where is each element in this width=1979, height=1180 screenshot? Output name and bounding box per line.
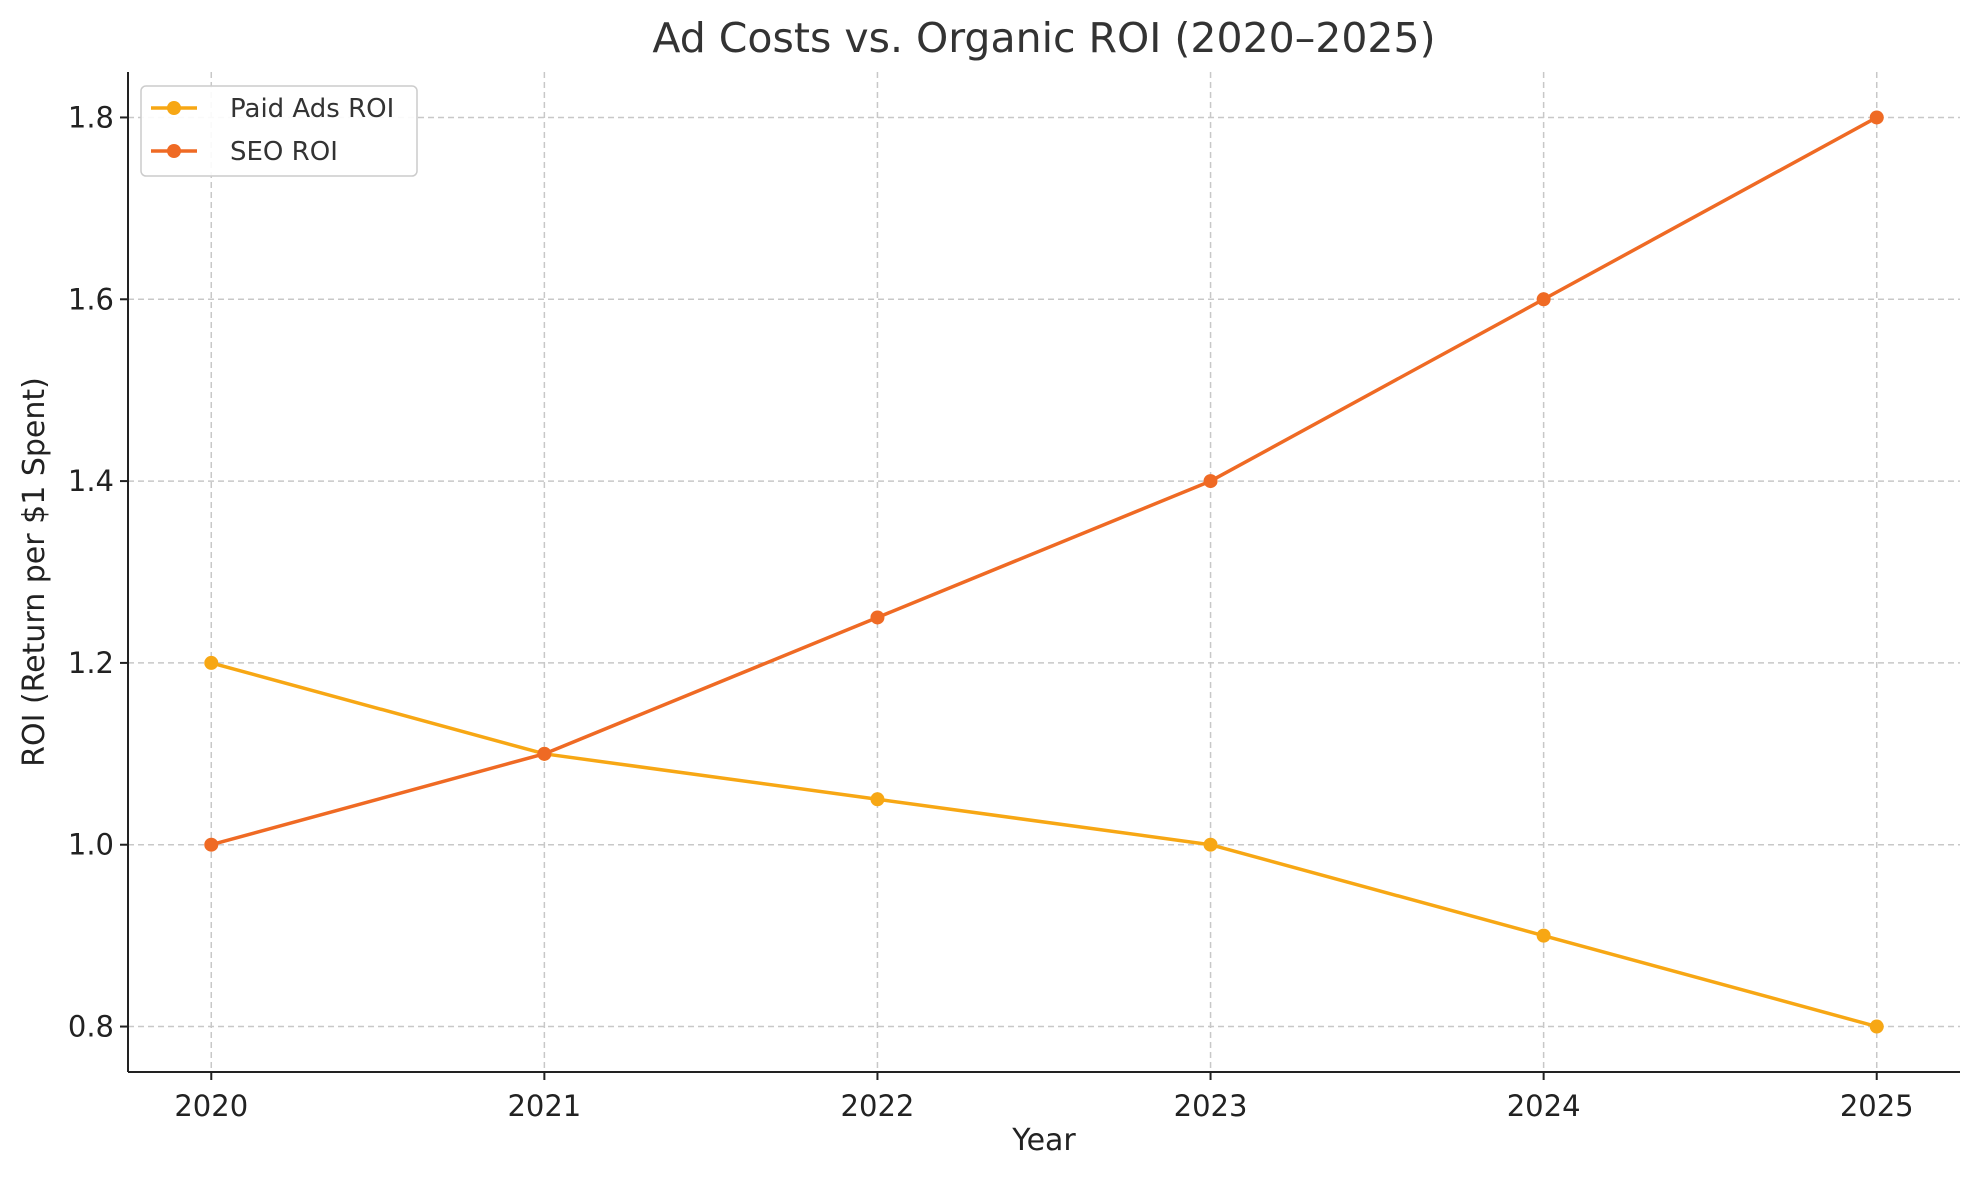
- x-tick-label: 2020: [174, 1089, 248, 1123]
- y-tick-label: 1.0: [68, 828, 114, 862]
- y-tick-label: 0.8: [68, 1010, 114, 1044]
- series-seo-roi: [204, 110, 1884, 852]
- series-line-seo-roi: [210, 115, 1878, 847]
- x-tick-label: 2025: [1840, 1089, 1914, 1123]
- legend-box: [140, 85, 418, 177]
- data-point-seo-roi-2024: [1536, 292, 1551, 307]
- legend-marker-paid-ads-roi: [167, 101, 181, 115]
- series-line-paid-ads-roi: [210, 661, 1878, 1029]
- data-point-seo-roi-2022: [870, 610, 885, 625]
- legend-label-paid-ads-roi: Paid Ads ROI: [230, 94, 394, 124]
- axes: [120, 72, 1960, 1080]
- x-tick-label: 2021: [507, 1089, 581, 1123]
- y-axis-label: ROI (Return per $1 Spent): [17, 377, 52, 767]
- data-point-seo-roi-2025: [1869, 110, 1884, 125]
- legend-label-seo-roi: SEO ROI: [230, 137, 338, 167]
- data-point-paid-ads-roi-2023: [1203, 837, 1218, 852]
- x-tick-label: 2022: [841, 1089, 915, 1123]
- chart-title: Ad Costs vs. Organic ROI (2020–2025): [652, 14, 1435, 62]
- x-axis-label: Year: [1011, 1123, 1076, 1158]
- y-tick-label: 1.4: [68, 464, 114, 498]
- data-point-paid-ads-roi-2025: [1869, 1019, 1884, 1034]
- y-tick-label: 1.8: [68, 100, 114, 134]
- data-point-paid-ads-roi-2020: [204, 655, 219, 670]
- x-tick-label: 2023: [1174, 1089, 1248, 1123]
- y-tick-label: 1.2: [68, 646, 114, 680]
- legend: Paid Ads ROI SEO ROI: [140, 85, 418, 177]
- y-tick-label: 1.6: [68, 282, 114, 316]
- data-point-paid-ads-roi-2024: [1536, 928, 1551, 943]
- x-tick-label: 2024: [1507, 1089, 1581, 1123]
- data-point-seo-roi-2021: [537, 746, 552, 761]
- tick-labels: 2020 2021 2022 2023 2024 2025 0.8 1.0 1.2 1.4 1.6 1…: [68, 100, 1914, 1123]
- data-point-seo-roi-2020: [204, 837, 219, 852]
- data-point-seo-roi-2023: [1203, 474, 1218, 489]
- series: [204, 110, 1884, 1034]
- grid-lines: [128, 72, 1960, 1072]
- data-point-paid-ads-roi-2022: [870, 792, 885, 807]
- legend-marker-seo-roi: [167, 144, 181, 158]
